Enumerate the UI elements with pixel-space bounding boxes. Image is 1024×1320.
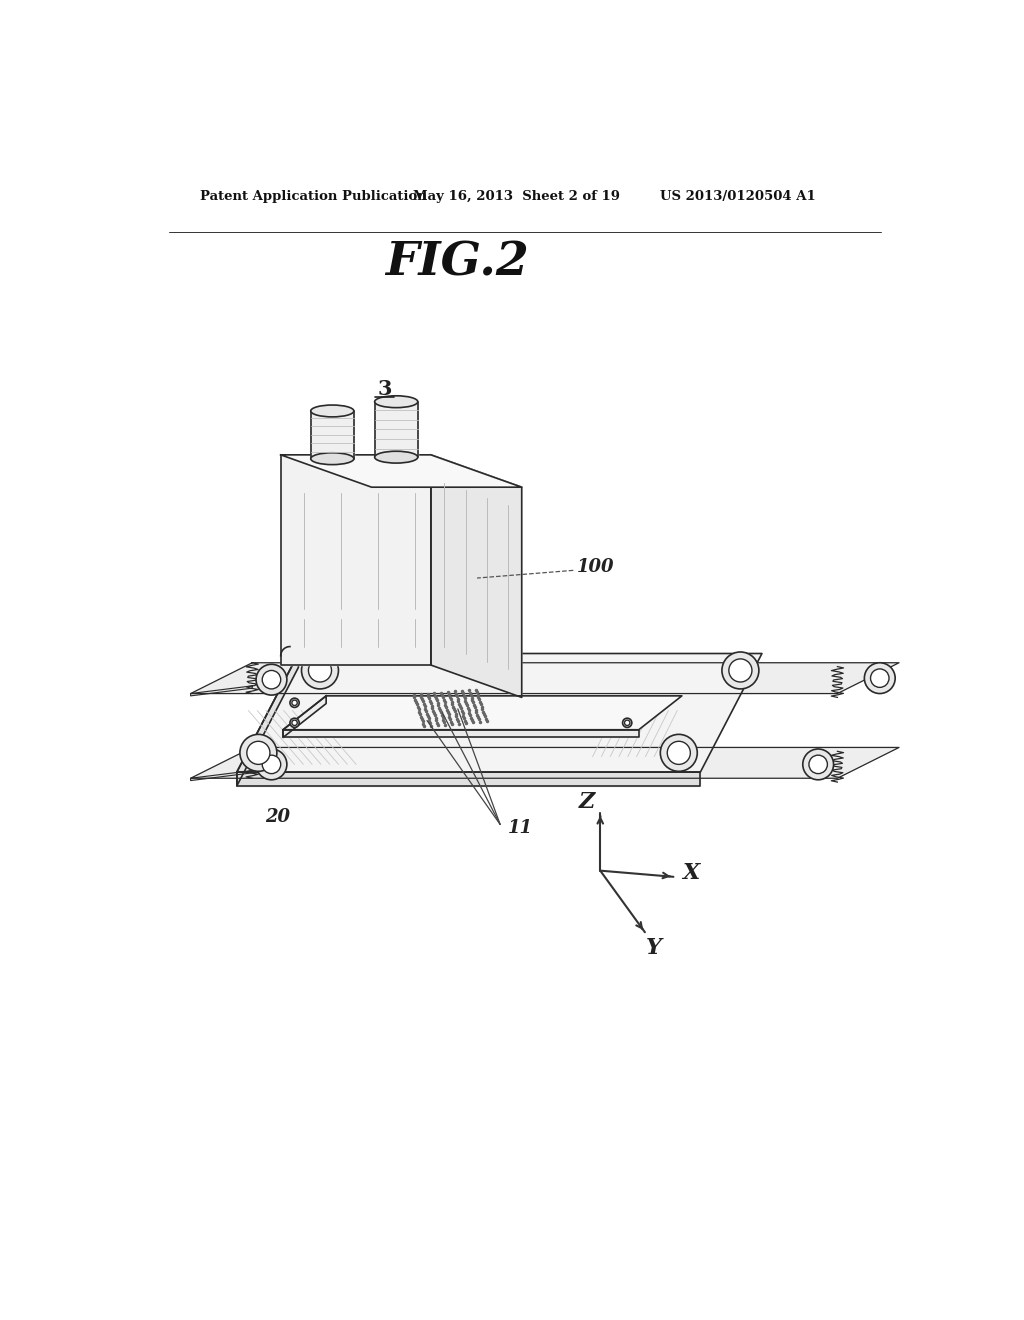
- Circle shape: [256, 748, 287, 780]
- Ellipse shape: [375, 396, 418, 408]
- Polygon shape: [190, 686, 252, 696]
- Circle shape: [729, 659, 752, 682]
- Circle shape: [660, 734, 697, 771]
- Circle shape: [240, 734, 276, 771]
- Text: FIG.2: FIG.2: [385, 239, 528, 285]
- Polygon shape: [431, 455, 521, 697]
- Polygon shape: [237, 653, 762, 772]
- Ellipse shape: [310, 453, 354, 465]
- Circle shape: [290, 698, 299, 708]
- Circle shape: [247, 742, 270, 764]
- Text: 11: 11: [508, 820, 532, 837]
- Circle shape: [262, 671, 281, 689]
- Polygon shape: [190, 663, 899, 693]
- Circle shape: [625, 721, 630, 726]
- Text: Y: Y: [646, 937, 663, 958]
- Text: 20: 20: [265, 808, 291, 826]
- Polygon shape: [375, 401, 418, 457]
- Circle shape: [256, 664, 287, 696]
- Text: US 2013/0120504 A1: US 2013/0120504 A1: [660, 190, 816, 203]
- Polygon shape: [281, 455, 431, 665]
- Text: Patent Application Publication: Patent Application Publication: [200, 190, 427, 203]
- Circle shape: [870, 669, 889, 688]
- Text: 3: 3: [378, 379, 392, 400]
- Polygon shape: [190, 771, 252, 780]
- Circle shape: [722, 652, 759, 689]
- Circle shape: [301, 652, 339, 689]
- Polygon shape: [283, 696, 326, 738]
- Text: May 16, 2013  Sheet 2 of 19: May 16, 2013 Sheet 2 of 19: [413, 190, 621, 203]
- Circle shape: [290, 718, 299, 727]
- Circle shape: [809, 755, 827, 774]
- Circle shape: [262, 755, 281, 774]
- Ellipse shape: [310, 405, 354, 417]
- Circle shape: [803, 748, 834, 780]
- Polygon shape: [283, 696, 682, 730]
- Circle shape: [308, 659, 332, 682]
- Polygon shape: [237, 772, 700, 785]
- Text: X: X: [682, 862, 699, 884]
- Circle shape: [864, 663, 895, 693]
- Polygon shape: [283, 730, 639, 738]
- Circle shape: [623, 718, 632, 727]
- Text: Z: Z: [579, 791, 595, 813]
- Polygon shape: [237, 653, 298, 785]
- Polygon shape: [310, 411, 354, 459]
- Circle shape: [292, 700, 297, 705]
- Polygon shape: [190, 747, 899, 779]
- Circle shape: [292, 721, 297, 726]
- Ellipse shape: [375, 451, 418, 463]
- Polygon shape: [281, 455, 521, 487]
- Text: 100: 100: [578, 557, 614, 576]
- Circle shape: [668, 742, 690, 764]
